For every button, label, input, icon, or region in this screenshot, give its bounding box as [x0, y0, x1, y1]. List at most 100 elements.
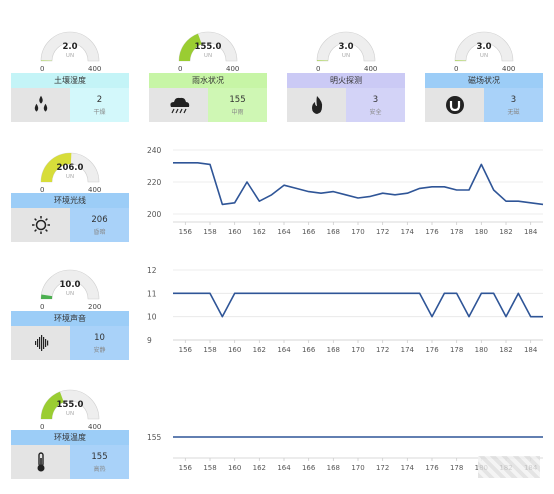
card-status: 安静: [93, 347, 106, 354]
gauge-unit: UN: [479, 53, 489, 59]
x-tick-label: 176: [425, 228, 439, 236]
x-tick-label: 162: [253, 346, 266, 354]
gauge-unit: UN: [65, 291, 75, 297]
gauge-arc: [316, 31, 376, 62]
card-soil-moisture[interactable]: 土壤湿度 2 干燥: [11, 73, 129, 122]
gauge-soil-moisture: 2.0 UN 0 400: [30, 25, 110, 73]
chart-light: 200 220 240 156 158 160 162 164 166 168 170 172 174 1…: [147, 146, 544, 236]
x-tick-label: 170: [351, 228, 364, 236]
x-tick-label: 166: [302, 346, 316, 354]
x-tick-label: 156: [179, 464, 193, 472]
y-tick-label: 11: [147, 289, 157, 298]
card-fire[interactable]: 明火探测 3 安全: [287, 73, 405, 122]
chart-sound: 9 10 11 12 156 158 160 162 164 166 168 170 172 174 176…: [147, 266, 543, 354]
card-status: 中雨: [231, 109, 244, 116]
y-tick-label: 240: [147, 146, 162, 155]
y-tick-label: 9: [147, 336, 152, 345]
card-icon-area: [287, 88, 346, 122]
card-icon-area: [149, 88, 208, 122]
card-temperature[interactable]: 环境温度 155 高热: [11, 430, 129, 479]
x-tick-label: 168: [327, 464, 340, 472]
gauge-arc: [40, 31, 100, 62]
gauge-value: 2.0: [62, 42, 78, 52]
card-title: 雨水状况: [149, 73, 267, 88]
x-tick-label: 158: [203, 464, 216, 472]
series-line: [173, 161, 544, 206]
sun-icon: [31, 216, 50, 234]
gauge-fill: [41, 391, 64, 419]
x-tick-label: 170: [351, 346, 364, 354]
x-tick-label: 164: [277, 464, 291, 472]
card-rain[interactable]: 雨水状况 155 中雨: [149, 73, 267, 122]
gauge-min: 0: [316, 65, 321, 73]
card-value-box: 155 中雨: [208, 88, 267, 122]
gauge-min: 0: [454, 65, 459, 73]
gauge-fill: [455, 60, 467, 61]
gauge-min: 0: [178, 65, 183, 73]
gauge-value: 3.0: [338, 42, 354, 52]
x-tick-label: 174: [401, 464, 415, 472]
gauge-unit: UN: [65, 53, 75, 59]
x-tick-label: 158: [203, 346, 216, 354]
gauge-light: 206.0 UN 0 400: [30, 146, 110, 194]
x-tick-label: 158: [203, 228, 216, 236]
magnet-icon: [445, 96, 464, 114]
gauge-rain: 155.0 UN 0 400: [168, 25, 248, 73]
gauge-max: 400: [502, 65, 516, 73]
rain-cloud-icon: [169, 97, 189, 114]
card-value-box: 10 安静: [70, 326, 129, 360]
card-title: 土壤湿度: [11, 73, 129, 88]
card-light[interactable]: 环境光线 206 昏暗: [11, 193, 129, 242]
gauge-min: 0: [40, 65, 45, 73]
gauge-arc: [40, 389, 100, 420]
x-tick-label: 174: [401, 346, 415, 354]
gauge-magnetic: 3.0 UN 0 400: [444, 25, 524, 73]
card-icon-area: [11, 208, 70, 242]
series-line: [173, 292, 543, 318]
x-tick-label: 170: [351, 464, 364, 472]
gauge-unit: UN: [65, 411, 75, 417]
gauge-max: 400: [226, 65, 240, 73]
gauge-min: 0: [40, 423, 45, 431]
card-icon-area: [11, 445, 70, 479]
gauge-fill: [41, 294, 53, 299]
gauge-fill: [41, 153, 72, 182]
x-tick-label: 180: [475, 228, 488, 236]
x-tick-label: 178: [450, 464, 463, 472]
card-value: 155: [91, 452, 108, 462]
x-tick-label: 160: [228, 346, 241, 354]
card-magnetic[interactable]: 磁场状况 3 无磁: [425, 73, 543, 122]
card-value: 3: [510, 95, 517, 105]
card-icon-area: [11, 326, 70, 360]
gauge-value: 155.0: [194, 42, 222, 52]
card-title: 磁场状况: [425, 73, 543, 88]
y-tick-label: 10: [147, 313, 157, 322]
x-tick-label: 184: [524, 346, 538, 354]
card-value: 155: [229, 95, 246, 105]
x-tick-label: 182: [499, 346, 512, 354]
x-tick-label: 172: [376, 464, 389, 472]
x-tick-label: 162: [253, 464, 266, 472]
card-title: 环境声音: [11, 311, 129, 326]
water-drops-icon: [34, 95, 47, 112]
x-tick-label: 172: [376, 228, 389, 236]
card-value: 10: [94, 333, 105, 343]
card-sound[interactable]: 环境声音 10 安静: [11, 311, 129, 360]
x-tick-label: 164: [277, 228, 291, 236]
card-value: 2: [96, 95, 103, 105]
x-tick-label: 172: [376, 346, 389, 354]
y-tick-label: 155: [147, 433, 162, 442]
card-status: 安全: [369, 109, 382, 116]
card-status: 昏暗: [93, 229, 106, 236]
gauge-arc: [40, 269, 100, 300]
x-tick-label: 174: [401, 228, 415, 236]
x-tick-label: 156: [179, 346, 193, 354]
card-value-box: 206 昏暗: [70, 208, 129, 242]
card-value: 3: [372, 95, 379, 105]
x-tick-label: 182: [499, 228, 512, 236]
flame-icon: [311, 96, 322, 114]
x-tick-label: 166: [302, 228, 316, 236]
y-tick-label: 200: [147, 210, 162, 219]
gauge-arc: [178, 31, 238, 62]
card-value-box: 2 干燥: [70, 88, 129, 122]
